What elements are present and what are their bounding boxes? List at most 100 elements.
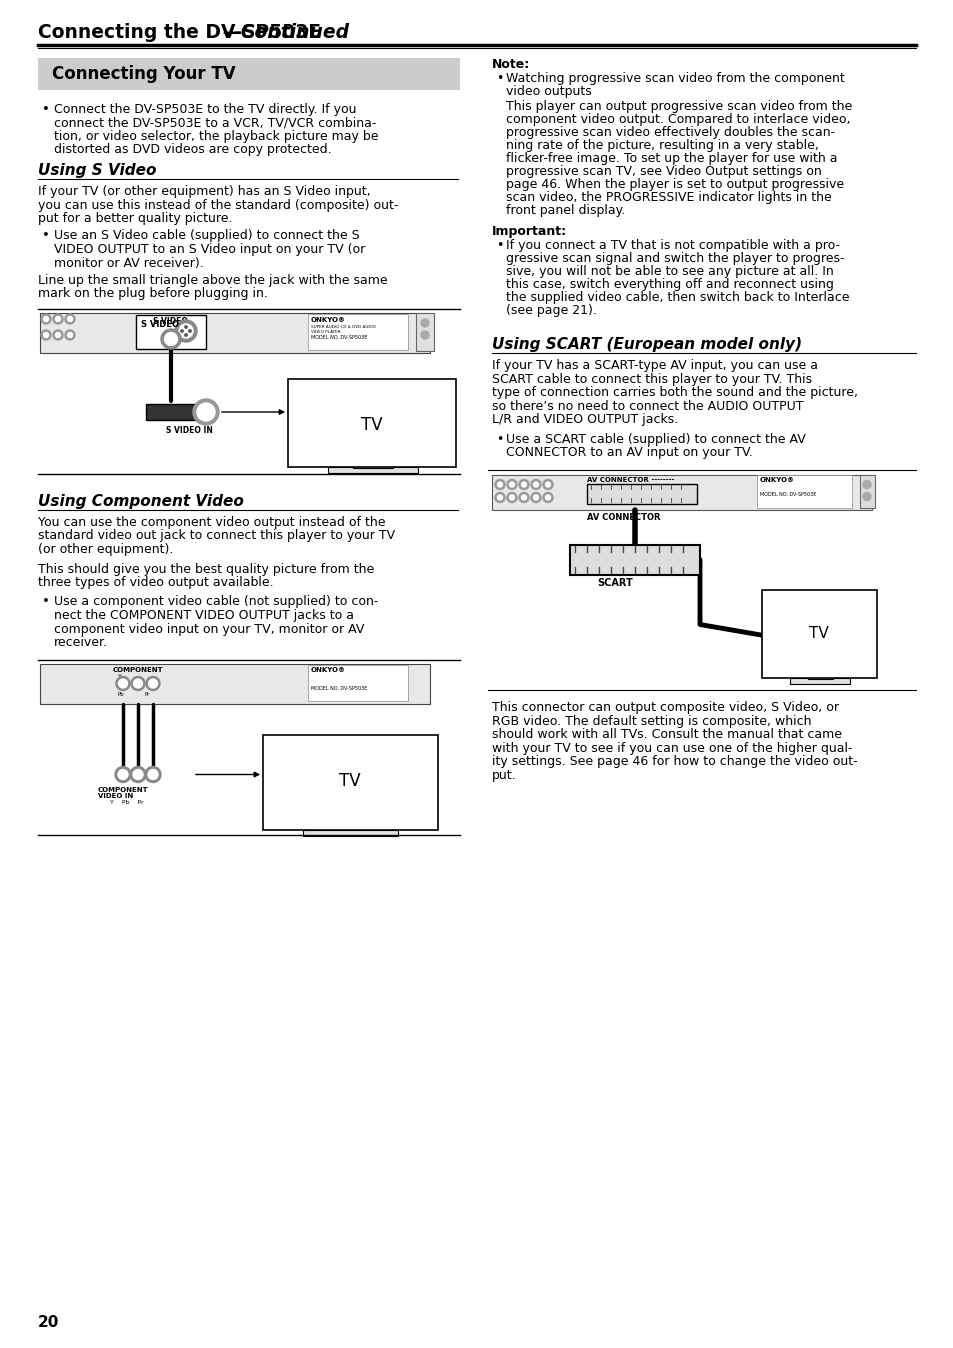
Circle shape (68, 317, 72, 322)
Circle shape (55, 333, 60, 337)
Text: S VIDEO: S VIDEO (141, 319, 179, 329)
Circle shape (181, 330, 183, 332)
Text: COMPONENT: COMPONENT (98, 786, 149, 793)
Circle shape (161, 329, 181, 349)
Text: Using Component Video: Using Component Video (38, 493, 244, 510)
Text: Use an S Video cable (supplied) to connect the S: Use an S Video cable (supplied) to conne… (54, 229, 359, 243)
Text: ONKYO®: ONKYO® (311, 667, 346, 674)
Circle shape (179, 324, 193, 338)
Text: Pr: Pr (145, 693, 151, 697)
Circle shape (185, 334, 187, 336)
Text: (see page 21).: (see page 21). (505, 305, 597, 317)
Text: •: • (42, 596, 50, 608)
Circle shape (131, 677, 145, 690)
Text: S VIDEO IN: S VIDEO IN (166, 426, 213, 435)
Circle shape (862, 492, 870, 500)
Text: Use a component video cable (not supplied) to con-: Use a component video cable (not supplie… (54, 596, 378, 608)
Text: standard video out jack to connect this player to your TV: standard video out jack to connect this … (38, 530, 395, 542)
Text: 20: 20 (38, 1316, 59, 1330)
Text: VIDEO PLAYER: VIDEO PLAYER (311, 330, 340, 334)
Circle shape (164, 333, 177, 345)
Text: scan video, the PROGRESSIVE indicator lights in the: scan video, the PROGRESSIVE indicator li… (505, 191, 831, 204)
Bar (761, 589, 876, 678)
Text: mark on the plug before plugging in.: mark on the plug before plugging in. (38, 287, 268, 301)
Circle shape (862, 480, 870, 488)
Text: ning rate of the picture, resulting in a very stable,: ning rate of the picture, resulting in a… (505, 139, 818, 152)
Bar (38, 58, 459, 90)
Circle shape (545, 495, 550, 500)
Circle shape (531, 480, 540, 489)
Bar (586, 484, 697, 504)
Circle shape (521, 483, 526, 487)
Circle shape (174, 319, 196, 342)
Text: MODEL NO. DV-SP503E: MODEL NO. DV-SP503E (311, 686, 367, 690)
Circle shape (193, 399, 219, 425)
Circle shape (420, 319, 429, 328)
Bar (569, 545, 700, 574)
Text: ONKYO®: ONKYO® (760, 477, 794, 484)
Text: •: • (42, 102, 50, 116)
Text: so there’s no need to connect the AUDIO OUTPUT: so there’s no need to connect the AUDIO … (492, 399, 802, 412)
Text: TV: TV (361, 417, 382, 434)
Text: monitor or AV receiver).: monitor or AV receiver). (54, 256, 204, 270)
Text: receiver.: receiver. (54, 636, 108, 648)
Circle shape (542, 492, 553, 503)
Circle shape (133, 679, 142, 687)
Circle shape (420, 332, 429, 338)
Circle shape (497, 483, 502, 487)
Bar (146, 404, 195, 421)
Text: This player can output progressive scan video from the: This player can output progressive scan … (505, 100, 851, 113)
Text: TV: TV (808, 625, 828, 642)
Text: put for a better quality picture.: put for a better quality picture. (38, 212, 233, 225)
Text: Pb: Pb (118, 693, 125, 697)
Text: this case, switch everything off and reconnect using: this case, switch everything off and rec… (505, 278, 833, 291)
Bar (288, 379, 456, 466)
Circle shape (53, 330, 63, 340)
Bar (308, 314, 408, 350)
Bar (136, 315, 206, 349)
Text: CONNECTOR to an AV input on your TV.: CONNECTOR to an AV input on your TV. (505, 446, 752, 460)
Bar (40, 313, 430, 353)
Text: distorted as DVD videos are copy protected.: distorted as DVD videos are copy protect… (54, 143, 332, 156)
Text: component video input on your TV, monitor or AV: component video input on your TV, monito… (54, 623, 364, 635)
Text: you can use this instead of the standard (composite) out-: you can use this instead of the standard… (38, 198, 398, 212)
Circle shape (506, 492, 517, 503)
Text: L/R and VIDEO OUTPUT jacks.: L/R and VIDEO OUTPUT jacks. (492, 412, 678, 426)
Circle shape (533, 495, 537, 500)
Text: front panel display.: front panel display. (505, 204, 624, 217)
Text: sive, you will not be able to see any picture at all. In: sive, you will not be able to see any pi… (505, 266, 833, 278)
Text: MODEL NO. DV-SP503E: MODEL NO. DV-SP503E (311, 336, 367, 340)
Text: put.: put. (492, 768, 517, 782)
Text: •: • (496, 239, 503, 252)
Text: Y    Pb    Pr: Y Pb Pr (110, 801, 144, 806)
Circle shape (118, 679, 128, 687)
Text: (or other equipment).: (or other equipment). (38, 543, 173, 555)
Text: AV CONNECTOR: AV CONNECTOR (586, 512, 659, 522)
Text: flicker-free image. To set up the player for use with a: flicker-free image. To set up the player… (505, 152, 837, 164)
Text: should work with all TVs. Consult the manual that came: should work with all TVs. Consult the ma… (492, 728, 841, 741)
Circle shape (495, 492, 504, 503)
Text: Connecting the DV-SP503E: Connecting the DV-SP503E (38, 23, 320, 43)
Circle shape (149, 679, 157, 687)
Bar (40, 663, 430, 704)
Text: progressive scan video effectively doubles the scan-: progressive scan video effectively doubl… (505, 125, 834, 139)
Circle shape (542, 480, 553, 489)
Bar (416, 313, 434, 350)
Text: If you connect a TV that is not compatible with a pro-: If you connect a TV that is not compatib… (505, 239, 840, 252)
Circle shape (130, 767, 146, 782)
Text: You can use the component video output instead of the: You can use the component video output i… (38, 516, 385, 528)
Text: Connecting Your TV: Connecting Your TV (52, 65, 235, 84)
Circle shape (55, 317, 60, 322)
Circle shape (185, 326, 187, 328)
Text: —Continued: —Continued (223, 23, 350, 43)
Circle shape (509, 495, 514, 500)
Text: Connect the DV-SP503E to the TV directly. If you: Connect the DV-SP503E to the TV directly… (54, 102, 356, 116)
Text: TV: TV (339, 772, 360, 790)
Circle shape (521, 495, 526, 500)
Text: •: • (496, 433, 503, 445)
Circle shape (518, 492, 529, 503)
Text: This connector can output composite video, S Video, or: This connector can output composite vide… (492, 701, 838, 714)
Circle shape (495, 480, 504, 489)
Text: AV CONNECTOR --------: AV CONNECTOR -------- (586, 476, 674, 483)
Bar (308, 665, 408, 701)
